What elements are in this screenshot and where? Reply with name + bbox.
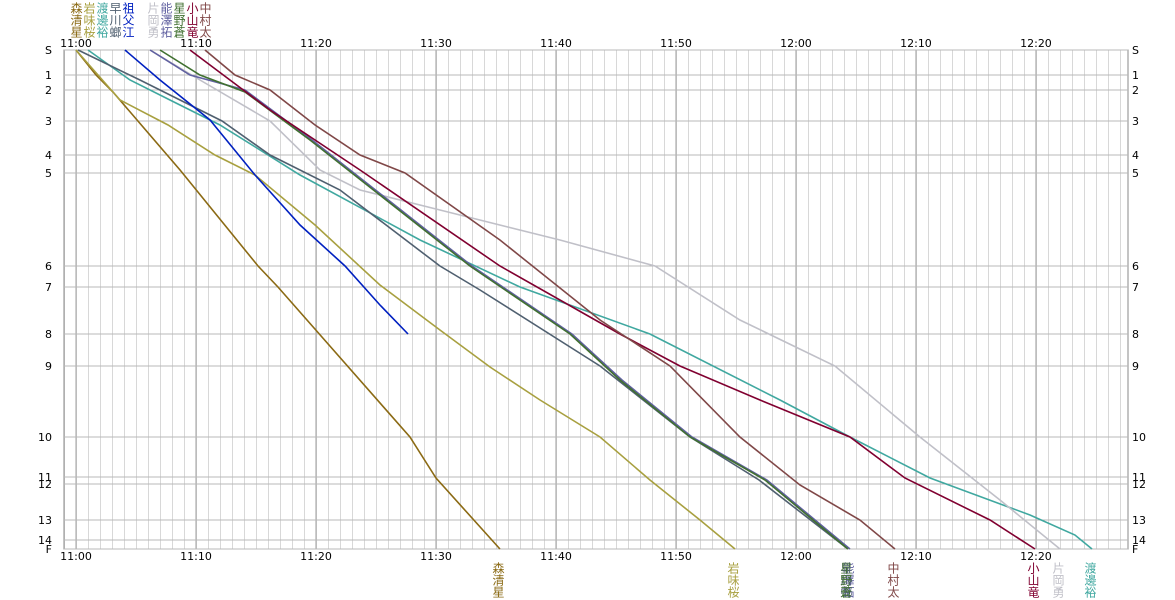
legend-entry: 森清星 [69,1,83,38]
finish-label: 岩味桜 [726,561,740,599]
finish-label: 中村太 [886,561,900,598]
y-tick-label: 9 [45,360,52,373]
x-tick-label: 11:00 [60,37,92,50]
legend-entry: 中村太 [198,1,212,38]
x-tick-label: 11:50 [660,37,692,50]
y-tick-label: S [45,44,52,57]
y-tick-label: 14 [1132,534,1146,547]
series-line [149,49,851,550]
y-tick-label: 13 [1132,514,1146,527]
series-line [87,49,1093,550]
y-tick-label: 10 [38,431,52,444]
finish-label: 早川螂 [839,562,853,598]
x-tick-label: 12:10 [900,550,932,563]
x-tick-label: 12:20 [1020,550,1052,563]
y-tick-label: 6 [45,260,52,273]
legend-entry: 星野蒼 [172,2,186,38]
y-tick-label: S [1132,44,1139,57]
x-tick-label: 11:40 [540,550,572,563]
x-tick-label: 11:10 [180,550,212,563]
y-tick-label: 10 [1132,431,1146,444]
y-tick-label: 7 [1132,281,1139,294]
x-tick-label: 12:10 [900,37,932,50]
series-line [75,49,501,550]
x-tick-label: 11:40 [540,37,572,50]
legend-entry: 岩味桜 [82,1,96,39]
series-line [159,49,849,550]
y-tick-label: 9 [1132,360,1139,373]
x-tick-label: 11:50 [660,550,692,563]
legend-entry: 能澤拓 [159,2,173,38]
legend-entry: 小山竜 [185,2,199,38]
series-line [75,49,736,550]
finish-label: 片岡勇 [1051,562,1065,598]
minor-grid [64,50,1128,549]
y-tick-label: 13 [38,514,52,527]
x-tick-label: 12:20 [1020,37,1052,50]
y-tick-label: 12 [1132,478,1146,491]
legend-entry: 渡邊裕 [95,1,109,39]
x-tick-label: 11:30 [420,37,452,50]
y-tick-label: 1 [45,69,52,82]
x-tick-label: 12:00 [780,37,812,50]
finish-label: 星野蒼 [839,562,853,598]
y-tick-label: 8 [45,328,52,341]
legend-entry: 片岡勇 [146,2,160,38]
legend-entry: 祖父江 [121,1,135,38]
series-line [189,49,1036,550]
y-tick-label: 12 [38,478,52,491]
y-tick-label: 11 [38,471,52,484]
x-tick-label: 11:00 [60,550,92,563]
finish-label: 渡邊裕 [1083,561,1097,599]
finish-label: 小山竜 [1026,562,1040,598]
x-tick-label: 11:20 [300,37,332,50]
y-tick-label: 14 [38,534,52,547]
y-tick-label: 3 [1132,115,1139,128]
y-tick-label: 2 [1132,84,1139,97]
y-tick-label: 5 [45,167,52,180]
finish-label: 能澤拓 [841,562,855,598]
finish-label: 森清星 [491,561,505,598]
x-tick-label: 12:00 [780,550,812,563]
y-tick-label: 8 [1132,328,1139,341]
x-tick-label: 11:20 [300,550,332,563]
y-tick-label: 1 [1132,69,1139,82]
y-tick-label: 7 [45,281,52,294]
x-tick-label: 11:10 [180,37,212,50]
series-line [124,49,409,335]
series-line [149,49,1061,550]
y-tick-label: 6 [1132,260,1139,273]
y-tick-label: 11 [1132,471,1146,484]
legend-entry: 早川螂 [108,2,122,38]
x-tick-label: 11:30 [420,550,452,563]
y-tick-label: F [1132,543,1138,556]
y-tick-label: F [46,543,52,556]
series-line [204,49,896,550]
y-tick-label: 2 [45,84,52,97]
y-tick-label: 5 [1132,167,1139,180]
y-tick-label: 4 [1132,149,1139,162]
y-tick-label: 4 [45,149,52,162]
y-tick-label: 3 [45,115,52,128]
